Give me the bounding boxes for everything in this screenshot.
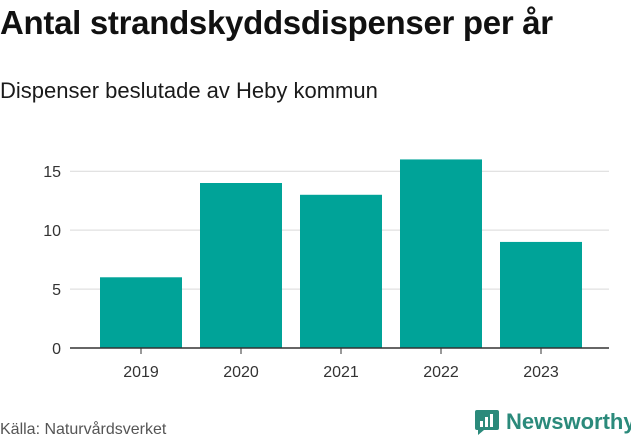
- y-tick-label: 0: [52, 341, 61, 358]
- bar-2021: [300, 194, 382, 348]
- bar-2023: [500, 241, 582, 348]
- y-tick-label: 15: [43, 164, 61, 181]
- x-tick-label: 2023: [523, 364, 559, 381]
- bar-chart: 0 5 10 15 2019 2020 2021 2022 2023: [43, 159, 609, 381]
- newsworthy-logo-icon: [475, 410, 499, 435]
- x-tick-label: 2020: [223, 364, 259, 381]
- source-text: Källa: Naturvårdsverket: [0, 421, 167, 438]
- x-tick-label: 2021: [323, 364, 359, 381]
- bar-2020: [200, 183, 282, 348]
- bar-2019: [100, 277, 182, 348]
- chart-subtitle: Dispenser beslutade av Heby kommun: [0, 78, 378, 103]
- x-tick-label: 2022: [423, 364, 459, 381]
- bar-2022: [400, 159, 482, 348]
- x-tick-label: 2019: [123, 364, 159, 381]
- brand-name: Newsworthy: [506, 409, 631, 434]
- y-tick-label: 10: [43, 223, 61, 240]
- y-tick-label: 5: [52, 282, 61, 299]
- chart-title: Antal strandskyddsdispenser per år: [0, 4, 553, 41]
- brand-logo: Newsworthy: [474, 408, 631, 436]
